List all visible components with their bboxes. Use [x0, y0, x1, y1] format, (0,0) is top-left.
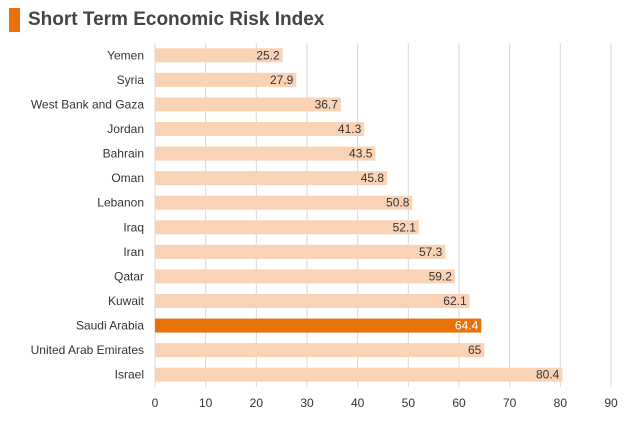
bar	[155, 294, 470, 308]
category-label: Oman	[111, 171, 144, 185]
data-label: 45.8	[361, 171, 385, 185]
category-label: Kuwait	[108, 294, 145, 308]
x-tick-label: 0	[152, 396, 159, 410]
category-label: United Arab Emirates	[31, 343, 144, 357]
data-label: 65	[468, 343, 482, 357]
category-label: Iraq	[123, 220, 144, 234]
x-tick-label: 60	[452, 396, 466, 410]
x-tick-label: 70	[503, 396, 517, 410]
category-label: West Bank and Gaza	[31, 97, 145, 111]
category-label: Bahrain	[103, 147, 144, 161]
title-accent-bar	[9, 8, 20, 32]
x-tick-label: 10	[199, 396, 213, 410]
chart-title: Short Term Economic Risk Index	[28, 9, 325, 30]
x-tick-label: 50	[402, 396, 416, 410]
category-label: Yemen	[107, 48, 144, 62]
category-label: Qatar	[114, 269, 144, 283]
bar	[155, 122, 365, 136]
category-label: Lebanon	[97, 196, 144, 210]
data-label: 41.3	[338, 122, 362, 136]
data-label: 36.7	[315, 97, 339, 111]
data-label: 43.5	[349, 147, 373, 161]
data-label: 57.3	[419, 245, 443, 259]
bar	[155, 195, 413, 210]
bar	[155, 146, 376, 161]
bar	[155, 269, 455, 284]
x-tick-label: 80	[554, 396, 568, 410]
x-tick-label: 40	[351, 396, 365, 410]
category-label: Saudi Arabia	[76, 319, 144, 333]
bar-highlighted	[155, 318, 482, 333]
data-label: 25.2	[256, 48, 280, 62]
bar	[155, 343, 485, 358]
data-label: 50.8	[386, 196, 410, 210]
x-tick-label: 20	[250, 396, 264, 410]
data-label: 62.1	[443, 294, 467, 308]
bar	[155, 72, 297, 87]
category-label: Israel	[115, 368, 144, 382]
bar	[155, 171, 388, 186]
x-tick-label: 30	[300, 396, 314, 410]
data-label: 59.2	[429, 269, 453, 283]
bar	[155, 244, 446, 259]
bar	[155, 220, 419, 235]
data-label: 64.4	[455, 319, 479, 333]
category-label: Iran	[123, 245, 144, 259]
bar	[155, 367, 563, 382]
data-label: 80.4	[536, 368, 560, 382]
data-label: 52.1	[393, 220, 417, 234]
bar	[155, 48, 283, 63]
category-label: Jordan	[107, 122, 144, 136]
bar	[155, 97, 341, 112]
x-tick-label: 90	[604, 396, 618, 410]
data-label: 27.9	[270, 73, 294, 87]
category-label: Syria	[117, 73, 145, 87]
